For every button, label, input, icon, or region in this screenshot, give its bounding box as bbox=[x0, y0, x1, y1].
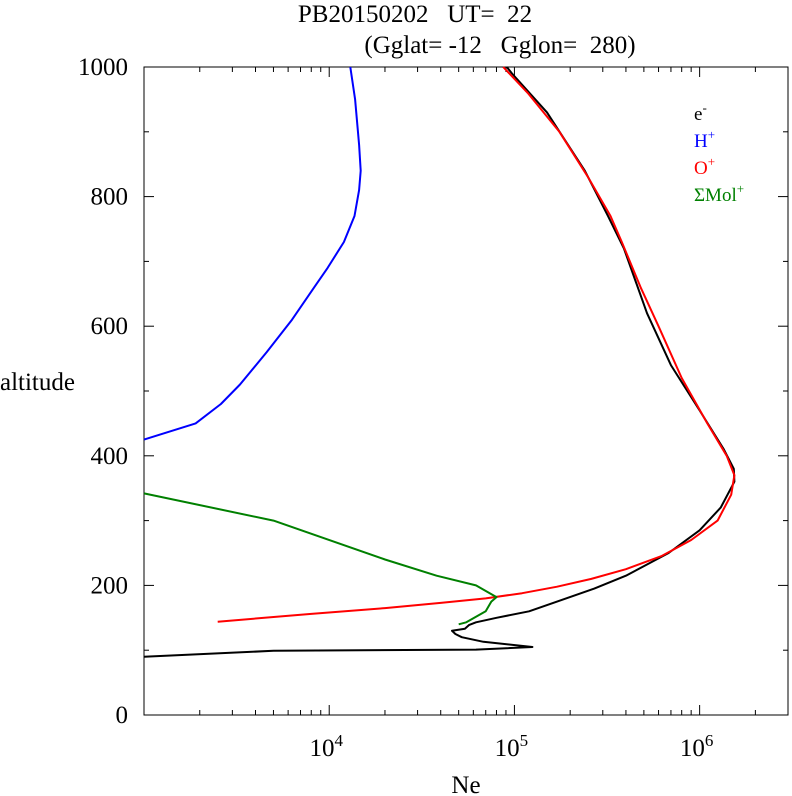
series-line-2 bbox=[217, 66, 736, 623]
axis-ticks bbox=[143, 66, 789, 716]
y-tick-label: 1000 bbox=[78, 54, 128, 81]
legend-entry: H+ bbox=[694, 127, 715, 152]
chart-title-line1: PB20150202 UT= 22 bbox=[298, 1, 532, 28]
legend-entry: ΣMol+ bbox=[694, 181, 744, 206]
plot-frame bbox=[143, 66, 789, 716]
legend-entry: O+ bbox=[694, 154, 715, 179]
x-tick-label: 104 bbox=[309, 731, 343, 762]
legend-entry: e- bbox=[694, 100, 707, 125]
chart-title-line2: (Gglat= -12 Gglon= 280) bbox=[364, 32, 635, 59]
y-tick-label: 800 bbox=[91, 184, 129, 211]
y-tick-label: 0 bbox=[116, 702, 129, 729]
x-tick-label: 106 bbox=[680, 731, 714, 762]
y-tick-label: 600 bbox=[91, 313, 129, 340]
series-line-3 bbox=[143, 492, 498, 626]
y-tick-labels: 0 200 400 600 800 1000 bbox=[78, 54, 128, 729]
y-tick-label: 200 bbox=[91, 572, 129, 599]
series-line-1 bbox=[143, 66, 362, 441]
y-axis-label: altitude bbox=[0, 369, 75, 396]
x-tick-label: 105 bbox=[495, 731, 529, 762]
x-axis-label: Ne bbox=[451, 772, 480, 796]
x-tick-labels: 104 105 106 bbox=[309, 731, 713, 762]
y-tick-label: 400 bbox=[91, 443, 129, 470]
series-line-0 bbox=[143, 66, 736, 658]
series-lines bbox=[143, 66, 736, 658]
legend: e-H+O+ΣMol+ bbox=[694, 100, 744, 206]
